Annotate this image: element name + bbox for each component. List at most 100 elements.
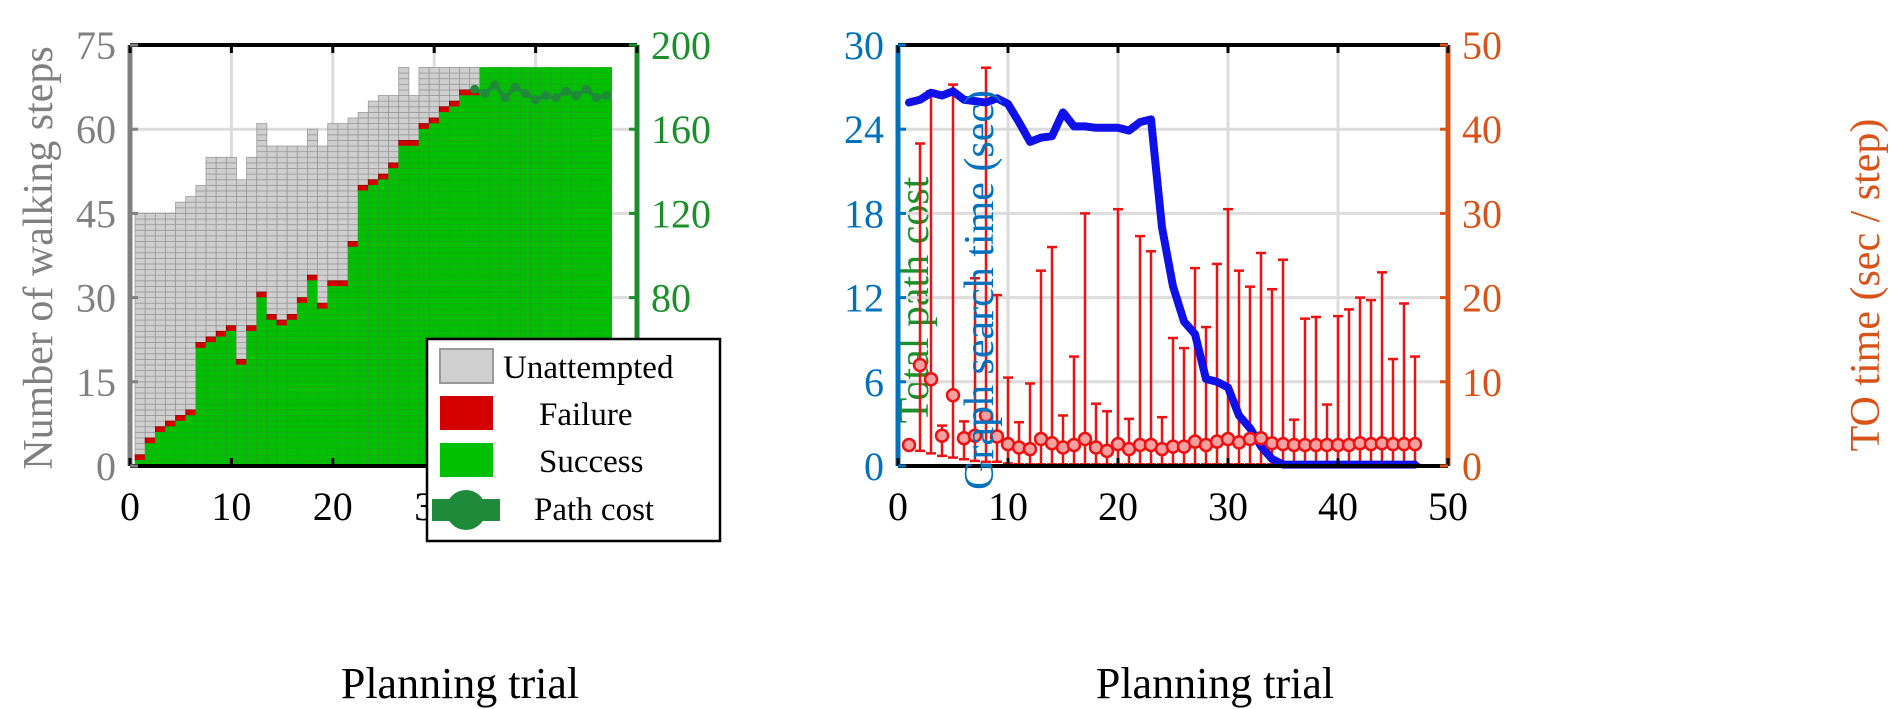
unattempted-cell [337,128,349,136]
success-cell [367,246,379,254]
success-cell [378,297,389,304]
success-cell [388,364,400,371]
unattempted-cell [286,297,298,304]
success-cell [398,162,410,169]
failure-bar [327,280,339,287]
success-cell [357,443,369,450]
unattempted-cell [246,229,258,237]
success-cell [550,269,562,276]
success-cell [591,106,602,113]
success-cell [327,330,339,338]
success-cell [276,342,288,349]
unattempted-cell [398,123,410,130]
unattempted-cell [347,201,359,209]
success-cell [540,100,552,108]
success-cell [225,358,237,366]
success-cell [449,252,460,259]
success-cell [357,398,369,405]
unattempted-cell [185,308,197,315]
chart2-to-time-markers [901,357,1423,459]
success-cell [509,179,521,186]
success-cell [499,263,511,270]
success-cell [438,117,450,124]
success-cell [357,319,369,327]
success-cell [601,308,613,315]
unattempted-cell [185,398,197,405]
unattempted-cell [378,95,389,102]
success-cell [357,364,369,371]
success-cell [601,314,613,321]
success-cell [479,286,491,293]
unattempted-cell [408,134,420,141]
success-cell [530,145,542,153]
unattempted-cell [225,173,237,181]
success-cell [398,325,410,332]
success-cell [499,184,511,192]
success-cell [205,392,217,399]
success-cell [195,375,207,383]
unattempted-cell [357,111,369,119]
success-cell [489,218,501,225]
unattempted-cell [398,89,410,96]
unattempted-cell [296,184,308,192]
success-cell [357,330,369,338]
success-cell [205,364,217,371]
unattempted-cell [185,246,197,254]
success-cell [256,415,268,422]
unattempted-cell [165,218,177,226]
success-cell [215,342,227,349]
success-cell [296,308,308,315]
unattempted-cell [144,420,156,428]
success-cell [580,241,592,248]
unattempted-cell [205,319,217,327]
success-cell [367,364,379,371]
unattempted-cell [154,224,166,231]
success-cell [357,409,369,416]
unattempted-cell [307,235,318,242]
unattempted-cell [144,342,156,349]
success-cell [337,314,349,321]
unattempted-cell [428,100,440,108]
unattempted-cell [357,151,369,158]
unattempted-cell [205,162,217,169]
unattempted-cell [266,184,278,192]
unattempted-cell [246,184,258,192]
success-cell [520,112,531,119]
success-cell [530,190,542,197]
success-cell [215,336,227,343]
unattempted-cell [225,190,237,197]
unattempted-cell [276,168,288,175]
unattempted-cell [215,263,227,270]
unattempted-cell [134,387,146,394]
success-cell [530,308,542,315]
unattempted-cell [449,83,460,91]
unattempted-cell [337,173,349,181]
success-cell [469,241,481,248]
success-cell [489,117,501,124]
success-cell [195,409,207,416]
unattempted-cell [185,387,197,394]
success-cell [408,330,420,338]
unattempted-cell [246,201,258,209]
success-cell [378,246,389,254]
success-cell [225,336,237,343]
unattempted-cell [225,314,237,321]
success-cell [509,224,521,231]
unattempted-cell [256,190,268,197]
success-cell [418,280,430,287]
success-cell [367,370,379,377]
unattempted-cell [317,263,329,270]
unattempted-cell [327,179,339,186]
bar-column [246,156,258,467]
success-cell [520,257,531,265]
success-cell [560,67,572,74]
success-cell [337,302,349,310]
unattempted-cell [256,269,268,276]
unattempted-cell [236,285,248,293]
success-cell [570,325,582,332]
unattempted-cell [195,269,207,276]
success-cell [509,112,521,119]
success-cell [540,241,552,248]
unattempted-cell [185,342,197,349]
unattempted-cell [165,347,177,355]
